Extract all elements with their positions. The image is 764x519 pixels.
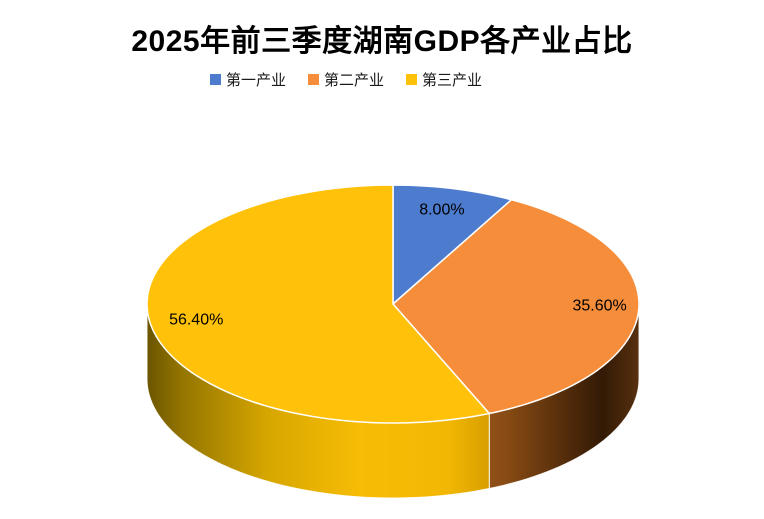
chart-title: 2025年前三季度湖南GDP各产业占比 — [131, 25, 633, 58]
data-label-第一产业: 8.00% — [419, 201, 464, 218]
pie-slice-第二产业[interactable] — [392, 198, 640, 415]
legend-item-secondary-industry[interactable]: 第二产业 — [307, 69, 384, 90]
pie-slice-第三产业[interactable] — [146, 184, 491, 424]
legend-swatch-primary-icon — [209, 74, 221, 85]
legend-item-tertiary-industry[interactable]: 第三产业 — [406, 69, 482, 90]
data-label-第二产业: 35.60% — [572, 297, 626, 314]
chart-legend: 第一产业 第二产业 第三产业 — [0, 69, 764, 90]
pie-slice-第一产业[interactable] — [392, 184, 513, 305]
legend-label-secondary: 第二产业 — [323, 72, 384, 89]
legend-label-primary: 第一产业 — [225, 72, 286, 89]
data-label-第三产业: 56.40% — [169, 312, 223, 329]
legend-swatch-tertiary-icon — [406, 74, 417, 85]
legend-label-tertiary: 第三产业 — [422, 72, 483, 89]
legend-item-primary-industry[interactable]: 第一产业 — [209, 69, 286, 90]
legend-swatch-secondary-icon — [307, 74, 319, 85]
